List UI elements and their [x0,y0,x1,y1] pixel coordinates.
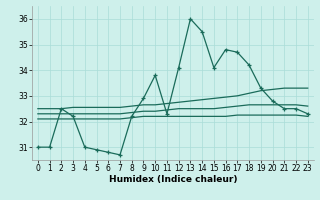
X-axis label: Humidex (Indice chaleur): Humidex (Indice chaleur) [108,175,237,184]
